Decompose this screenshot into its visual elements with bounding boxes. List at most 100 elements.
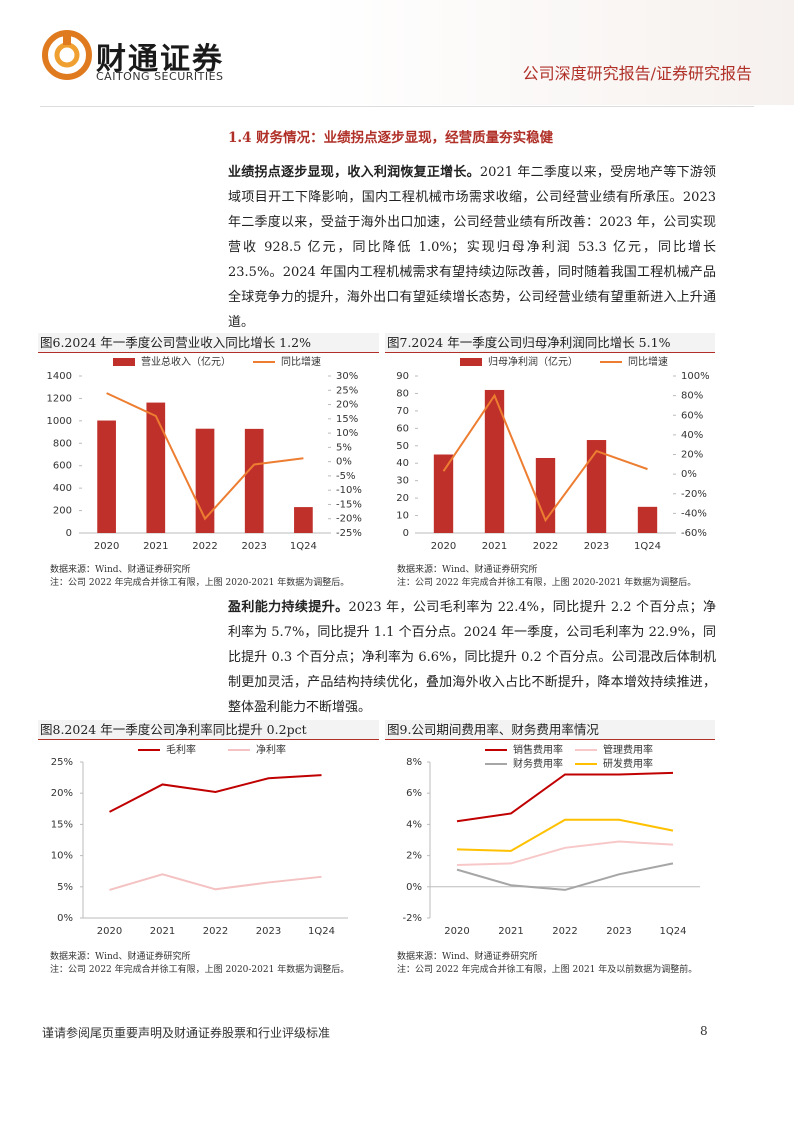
- figure-title: 图7.2024 年一季度公司归母净利润同比增长 5.1%: [385, 333, 715, 353]
- x-tick-label: 2022: [552, 926, 577, 937]
- lead: 业绩拐点逐步显现，收入利润恢复正增长。: [228, 165, 480, 180]
- x-tick-label: 2020: [97, 926, 122, 937]
- bar: [244, 428, 264, 533]
- source: 数据来源：Wind、财通证券研究所: [397, 952, 538, 962]
- body: 2023 年，公司毛利率为 22.4%，同比提升 2.2 个百分点；净利率为 5…: [228, 600, 716, 715]
- y2-tick-label: 40%: [681, 430, 703, 441]
- y2-tick-label: -15%: [336, 499, 362, 510]
- y-tick-label: 4%: [406, 819, 422, 830]
- y-tick-label: 15%: [51, 819, 73, 830]
- bar: [146, 402, 166, 533]
- x-tick-label: 2020: [431, 541, 456, 552]
- x-tick-label: 2020: [94, 541, 119, 552]
- lead: 盈利能力持续提升。: [228, 600, 349, 615]
- y2-tick-label: 5%: [336, 442, 352, 453]
- y2-tick-label: -5%: [336, 471, 355, 482]
- x-tick-label: 2021: [150, 926, 175, 937]
- source: 数据来源：Wind、财通证券研究所: [50, 565, 191, 575]
- x-tick-label: 2022: [533, 541, 558, 552]
- y2-tick-label: 30%: [336, 371, 358, 382]
- section-title: 1.4 财务情况：业绩拐点逐步显现，经营质量夯实稳健: [228, 130, 554, 146]
- figure: 图6.2024 年一季度公司营业收入同比增长 1.2% 0 200 400 600 80…: [38, 333, 379, 588]
- y2-tick-label: 25%: [336, 385, 358, 396]
- y-tick-label: 1000: [47, 416, 72, 427]
- legend-label: 归母净利润（亿元）: [488, 355, 578, 368]
- figure-title: 图8.2024 年一季度公司净利率同比提升 0.2pct: [38, 720, 379, 740]
- note: 注：公司 2022 年完成合并徐工有限，上图 2021 年及以前数据为调整前。: [397, 965, 698, 975]
- line: [109, 774, 322, 813]
- figure: 图7.2024 年一季度公司归母净利润同比增长 5.1% 0 10 20 30 40 50…: [385, 333, 715, 588]
- legend-label: 营业总收入（亿元）: [141, 355, 231, 368]
- y-tick-label: 0%: [406, 882, 422, 893]
- legend-label: 同比增速: [281, 355, 321, 368]
- legend-swatch: [113, 358, 135, 366]
- x-tick-label: 1Q24: [634, 541, 661, 552]
- disclaimer: 谨请参阅尾页重要声明及财通证券股票和行业评级标准: [42, 1026, 331, 1040]
- legend-label: 研发费用率: [603, 757, 653, 770]
- x-tick-label: 2021: [498, 926, 523, 937]
- bar: [294, 507, 313, 533]
- y-tick-label: 400: [53, 483, 72, 494]
- y-tick-label: 0: [66, 528, 72, 539]
- y2-tick-label: -60%: [681, 528, 707, 539]
- y-tick-label: 10%: [51, 851, 73, 862]
- x-tick-label: 2020: [444, 926, 469, 937]
- bar: [586, 440, 607, 533]
- logo-emblem: [42, 30, 92, 80]
- y2-tick-label: 15%: [336, 414, 358, 425]
- figure-title: 图9.公司期间费用率、财务费用率情况: [385, 720, 715, 740]
- y-tick-label: 25%: [51, 757, 73, 768]
- y-tick-label: 50: [396, 441, 409, 452]
- x-tick-label: 2023: [606, 926, 631, 937]
- bar: [484, 389, 505, 533]
- y-tick-label: 0%: [57, 913, 73, 924]
- y-tick-label: 30: [396, 476, 409, 487]
- x-tick-label: 2022: [203, 926, 228, 937]
- y-tick-label: 90: [396, 371, 409, 382]
- y2-tick-label: 10%: [336, 428, 358, 439]
- page-number: 8: [700, 1024, 708, 1038]
- y2-tick-label: -10%: [336, 485, 362, 496]
- legend-label: 净利率: [256, 743, 286, 756]
- x-tick-label: 2023: [241, 541, 266, 552]
- note: 注：公司 2022 年完成合并徐工有限，上图 2020-2021 年数据为调整后…: [50, 965, 350, 975]
- x-tick-label: 1Q24: [290, 541, 317, 552]
- y2-tick-label: 60%: [681, 410, 703, 421]
- y-tick-label: 5%: [57, 882, 73, 893]
- body: 2021 年二季度以来，受房地产等下游领域项目开工下降影响，国内工程机械市场需求…: [228, 165, 716, 330]
- bar: [637, 506, 658, 533]
- note: 注：公司 2022 年完成合并徐工有限，上图 2020-2021 年数据为调整后…: [397, 578, 697, 588]
- legend-label: 销售费用率: [513, 743, 563, 756]
- x-tick-label: 2021: [143, 541, 168, 552]
- line: [456, 818, 674, 852]
- header-rule: [40, 106, 754, 107]
- y2-tick-label: -40%: [681, 508, 707, 519]
- paragraph: 业绩拐点逐步显现，收入利润恢复正增长。2021 年二季度以来，受房地产等下游领域…: [228, 160, 716, 335]
- x-tick-label: 2021: [482, 541, 507, 552]
- line: [109, 873, 322, 891]
- source: 数据来源：Wind、财通证券研究所: [397, 565, 538, 575]
- y-tick-label: 40: [396, 458, 409, 469]
- y-tick-label: 20%: [51, 788, 73, 799]
- x-tick-label: 1Q24: [660, 926, 687, 937]
- legend-label: 同比增速: [628, 355, 668, 368]
- y2-tick-label: -20%: [336, 514, 362, 525]
- logo-subtext: CAITONG SECURITIES: [96, 70, 224, 83]
- x-tick-label: 2022: [192, 541, 217, 552]
- chart: -2% 0% 2% 4% 6% 8% 2020 2021 2022 2023 1Q24 销售费用率 管理…: [403, 743, 700, 937]
- y-tick-label: 6%: [406, 788, 422, 799]
- legend-label: 毛利率: [166, 743, 196, 756]
- x-tick-label: 2023: [584, 541, 609, 552]
- y2-tick-label: -20%: [681, 489, 707, 500]
- y-tick-label: 70: [396, 406, 409, 417]
- line: [442, 393, 648, 523]
- y-tick-label: 2%: [406, 851, 422, 862]
- x-tick-label: 1Q24: [308, 926, 335, 937]
- chart: 0 10 20 30 40 50 60 70 80 90 -60% -40% -20% 0% 20% 40% 6…: [396, 355, 709, 552]
- y2-tick-label: 0%: [681, 469, 697, 480]
- y-tick-label: -2%: [403, 913, 422, 924]
- y2-tick-label: 0%: [336, 457, 352, 468]
- figure-title: 图6.2024 年一季度公司营业收入同比增长 1.2%: [38, 333, 379, 353]
- legend-label: 财务费用率: [513, 757, 563, 770]
